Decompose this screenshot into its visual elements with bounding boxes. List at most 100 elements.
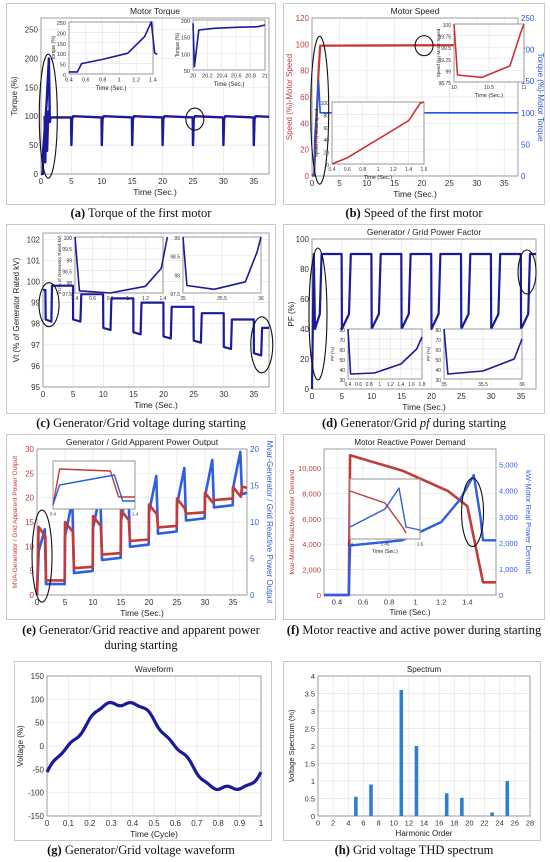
y-tick-label: 20	[300, 146, 309, 155]
y-tick-label: 60	[339, 348, 345, 354]
x-tick-label: 0	[41, 390, 46, 399]
y2-axis-label: kW-Motor Real Power Demand	[524, 470, 533, 574]
y-tick-label: 98	[31, 320, 40, 329]
caption-a: (a) Torque of the first motor	[70, 206, 212, 220]
y-tick-label: 50	[339, 358, 345, 364]
y-tick-label: 4,000	[302, 540, 321, 549]
y-tick-label: 70	[339, 338, 345, 344]
y-tick-label: 4	[311, 672, 315, 681]
y-tick-label: 98	[66, 281, 72, 287]
x-tick-label: 0	[39, 177, 44, 186]
caption-d: (d) Generator/Grid pf during starting	[321, 416, 506, 430]
bar	[354, 796, 358, 816]
y-tick-label: 20	[25, 494, 34, 503]
x-tick-label: 0.6	[89, 296, 96, 302]
y2-axis-label: Torque (%)-Motor Torque	[536, 53, 545, 142]
x-tick-label: 5	[340, 392, 345, 401]
y-tick-label: 40	[300, 325, 309, 334]
y-axis-label: Speed (%)-Motor Speed	[314, 108, 319, 157]
x-tick-label: 35.5	[217, 296, 227, 302]
caption-b: (b) Speed of the first motor	[345, 206, 483, 220]
y2-tick-label: 5	[250, 555, 255, 564]
x-axis-label: Time (Sec.)	[402, 402, 446, 412]
panel-h: 0 0.5 1 1.5 2 2.5 3 3.5 4 0 2 4 6 8 10 12 14 16 18 20 22 24 26…	[283, 661, 541, 841]
inset-curve	[331, 101, 425, 165]
y2-axis-label: Mvar-Generator / Grid Reactive Power Out…	[265, 441, 274, 605]
chart-g: -150 -100 -50 0 50 100 150 0 0.1 0.2 0.3 0.4 0.5 0.6 0…	[14, 661, 272, 841]
y-tick-label: 60	[300, 93, 309, 102]
x-tick-label: 0.6	[355, 382, 362, 388]
y-tick-label: 40	[300, 119, 309, 128]
series-pf	[310, 252, 536, 390]
y-tick-label: 99.5	[62, 247, 72, 253]
x-tick-label: 0.4	[332, 598, 342, 607]
x-tick-label: 0	[35, 598, 40, 607]
y-tick-label: 80	[339, 328, 345, 334]
y-tick-label: 99	[174, 236, 180, 242]
x-tick-label: 10.5	[484, 85, 494, 91]
y-tick-label: 96	[31, 362, 40, 371]
x-tick-label: 1.2	[142, 296, 149, 302]
series-torque-start	[43, 110, 50, 164]
y2-tick-label: 20	[250, 445, 259, 454]
x-tick-label: 25	[189, 390, 198, 399]
y-tick-label: 1.5	[305, 760, 315, 769]
y-tick-label: 15	[25, 518, 34, 527]
y-tick-label: 6,000	[302, 515, 321, 524]
y-tick-label: 60	[323, 126, 329, 132]
inset-curve	[349, 487, 421, 531]
x-tick-label: 36	[519, 382, 525, 388]
inset-curve	[52, 474, 135, 506]
y2-tick-label: 10	[250, 518, 259, 527]
inset-curve	[192, 23, 266, 68]
plot-frame	[40, 17, 270, 175]
inset-frame	[74, 236, 164, 294]
y-tick-label: 40	[339, 368, 345, 374]
x-tick-label: 16	[435, 819, 443, 828]
y-tick-label: 95	[31, 383, 40, 392]
series-apparent	[35, 485, 248, 596]
y-tick-label: 100	[64, 236, 73, 242]
bar	[505, 781, 510, 816]
y-tick-label: 40	[323, 138, 329, 144]
chart-title: Generator / Grid Power Factor	[367, 227, 481, 237]
x-tick-label: 10	[451, 85, 457, 91]
y-tick-label: 0	[305, 385, 310, 394]
series-waveform	[45, 700, 263, 792]
x-tick-label: 24	[496, 819, 504, 828]
y-axis-label: PF (%)	[330, 346, 335, 361]
x-tick-label: 0.8	[366, 382, 373, 388]
x-tick-label: 0.5	[148, 819, 160, 828]
x-tick-label: 25	[445, 179, 454, 188]
y-tick-label: 20	[323, 151, 329, 157]
bar	[414, 746, 419, 816]
y-tick-label: 100	[296, 40, 310, 49]
y-tick-label: -100	[28, 789, 45, 798]
y-axis-label: Torque (%)	[51, 35, 57, 60]
x-tick-label: 1.4	[462, 598, 472, 607]
y-tick-label: -150	[28, 812, 45, 821]
x-tick-label: 1	[126, 296, 129, 302]
y-tick-label: 50	[29, 141, 38, 150]
x-tick-label: 5	[63, 598, 68, 607]
panel-f: 0 2,000 4,000 6,000 8,000 10,000 0.4 0.6 0.8 1 1.2…	[283, 434, 545, 620]
y2-tick-label: 0	[499, 591, 503, 600]
x-tick-label: 30	[201, 598, 210, 607]
y-tick-label: 200	[57, 31, 66, 37]
x-tick-label: 0.8	[213, 819, 225, 828]
inset-curve	[453, 23, 525, 79]
x-tick-label: 35	[500, 179, 509, 188]
caption-h: (h) Grid voltage THD spectrum	[334, 843, 494, 857]
y-tick-label: 100	[25, 112, 39, 121]
x-tick-label: 1.4	[347, 542, 354, 547]
x-tick-label: 1.4	[397, 382, 404, 388]
x-tick-label: 12	[405, 819, 413, 828]
y-tick-label: 250	[57, 21, 66, 27]
x-tick-label: 15	[129, 390, 138, 399]
x-axis-label: Time (Cycle)	[130, 829, 178, 839]
x-tick-label: 20.2	[202, 74, 213, 80]
y-tick-label: 99.75	[438, 35, 451, 41]
y-tick-label: 120	[296, 14, 310, 23]
y-tick-label: 150	[25, 83, 39, 92]
inset-curve	[74, 236, 169, 294]
